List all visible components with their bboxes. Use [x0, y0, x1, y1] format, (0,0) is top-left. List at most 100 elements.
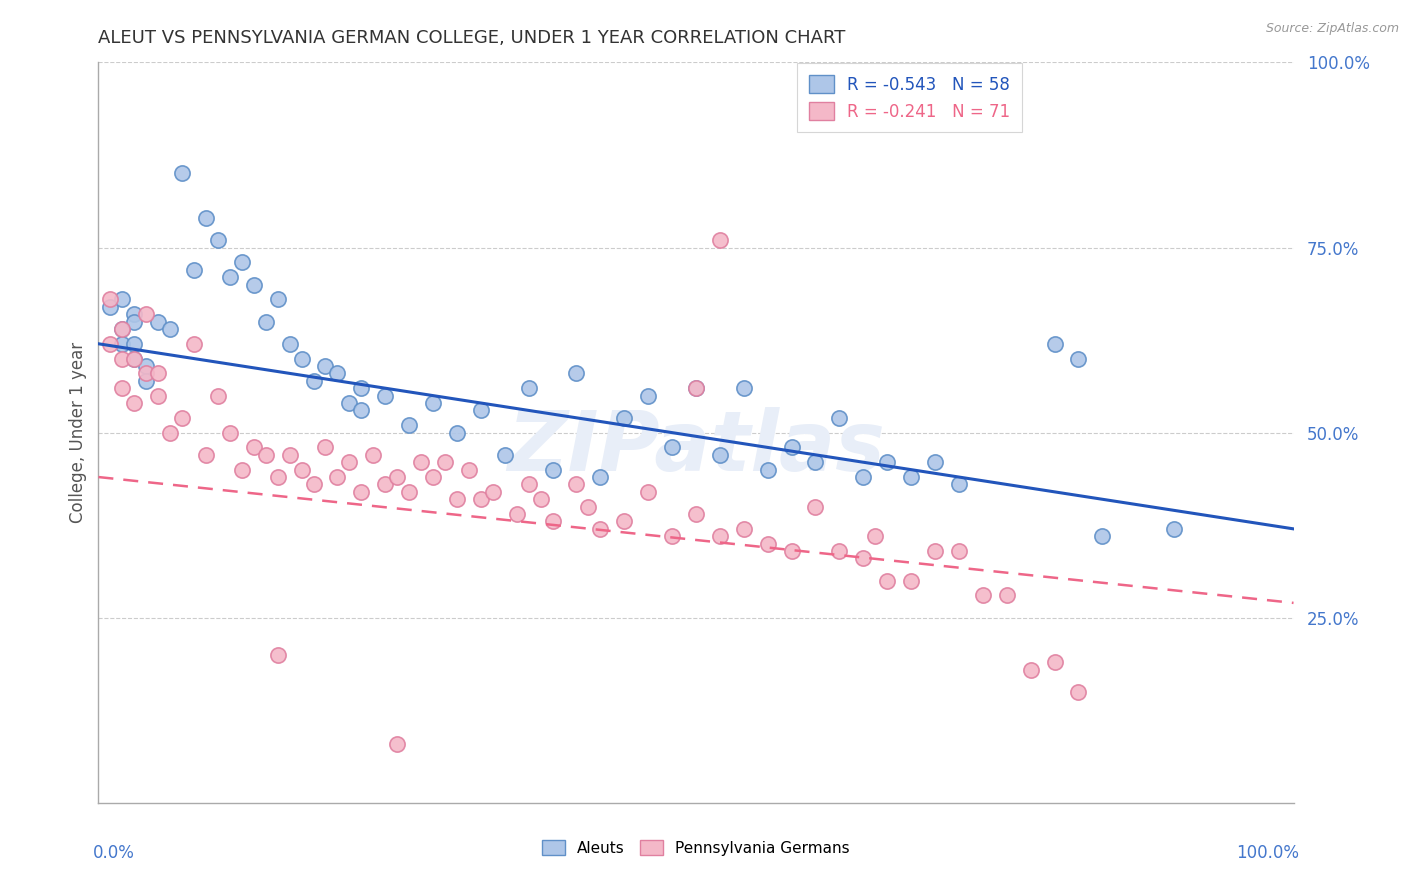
Point: [291, 462, 314, 476]
Point: [411, 455, 433, 469]
Point: [315, 441, 337, 455]
Point: [124, 351, 146, 366]
Point: [1067, 351, 1090, 366]
Point: [1043, 655, 1066, 669]
Point: [541, 515, 564, 529]
Point: [398, 484, 420, 499]
Point: [685, 381, 707, 395]
Point: [900, 574, 922, 588]
Point: [124, 314, 146, 328]
Point: [541, 462, 564, 476]
Point: [183, 336, 205, 351]
Point: [172, 410, 194, 425]
Point: [350, 381, 373, 395]
Point: [589, 470, 612, 484]
Point: [1091, 529, 1114, 543]
Point: [613, 515, 636, 529]
Point: [565, 367, 588, 381]
Point: [159, 322, 181, 336]
Text: ALEUT VS PENNSYLVANIA GERMAN COLLEGE, UNDER 1 YEAR CORRELATION CHART: ALEUT VS PENNSYLVANIA GERMAN COLLEGE, UN…: [98, 29, 846, 47]
Point: [948, 477, 970, 491]
Point: [398, 418, 420, 433]
Point: [481, 484, 505, 499]
Y-axis label: College, Under 1 year: College, Under 1 year: [69, 342, 87, 524]
Point: [374, 388, 396, 402]
Point: [924, 544, 946, 558]
Point: [828, 544, 851, 558]
Point: [422, 396, 444, 410]
Point: [637, 388, 659, 402]
Point: [374, 477, 396, 491]
Point: [243, 277, 266, 292]
Point: [111, 351, 134, 366]
Point: [111, 293, 134, 307]
Point: [135, 307, 157, 321]
Point: [685, 507, 707, 521]
Point: [350, 403, 373, 417]
Point: [709, 233, 731, 247]
Point: [446, 425, 468, 440]
Point: [685, 381, 707, 395]
Point: [159, 425, 181, 440]
Text: 0.0%: 0.0%: [93, 844, 135, 862]
Point: [589, 522, 612, 536]
Point: [434, 455, 457, 469]
Point: [135, 367, 157, 381]
Point: [243, 441, 266, 455]
Point: [98, 293, 122, 307]
Point: [278, 336, 301, 351]
Point: [709, 529, 731, 543]
Point: [876, 455, 898, 469]
Point: [780, 544, 803, 558]
Point: [385, 737, 409, 751]
Point: [565, 477, 588, 491]
Point: [315, 359, 337, 373]
Point: [1019, 663, 1042, 677]
Point: [111, 381, 134, 395]
Point: [207, 233, 229, 247]
Point: [135, 374, 157, 388]
Point: [924, 455, 946, 469]
Point: [613, 410, 636, 425]
Point: [1163, 522, 1185, 536]
Point: [111, 336, 134, 351]
Point: [111, 322, 134, 336]
Point: [804, 500, 827, 514]
Point: [267, 648, 290, 662]
Point: [780, 441, 803, 455]
Point: [124, 351, 146, 366]
Point: [291, 351, 314, 366]
Point: [195, 448, 218, 462]
Point: [876, 574, 898, 588]
Point: [219, 270, 242, 285]
Point: [733, 381, 755, 395]
Point: [326, 367, 349, 381]
Point: [733, 522, 755, 536]
Point: [458, 462, 481, 476]
Point: [865, 529, 887, 543]
Point: [219, 425, 242, 440]
Point: [494, 448, 516, 462]
Point: [385, 470, 409, 484]
Point: [852, 470, 875, 484]
Point: [111, 322, 134, 336]
Point: [948, 544, 970, 558]
Point: [530, 492, 553, 507]
Point: [124, 336, 146, 351]
Point: [709, 448, 731, 462]
Point: [231, 462, 253, 476]
Point: [1043, 336, 1066, 351]
Point: [470, 492, 492, 507]
Point: [231, 255, 253, 269]
Point: [148, 367, 170, 381]
Point: [148, 388, 170, 402]
Point: [98, 336, 122, 351]
Point: [339, 396, 361, 410]
Point: [828, 410, 851, 425]
Point: [506, 507, 529, 521]
Point: [98, 300, 122, 314]
Point: [124, 396, 146, 410]
Point: [254, 448, 277, 462]
Point: [470, 403, 492, 417]
Point: [148, 314, 170, 328]
